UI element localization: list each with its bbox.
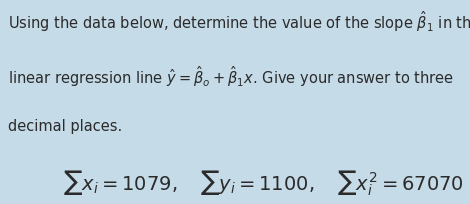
Text: decimal places.: decimal places. [8,119,123,134]
Text: $\sum x_i = 1079, \quad \sum y_i = 1100, \quad \sum x_i^2 = 67070$: $\sum x_i = 1079, \quad \sum y_i = 1100,… [63,168,463,198]
Text: Using the data below, determine the value of the slope $\hat{\beta}_1$ in the: Using the data below, determine the valu… [8,9,470,34]
Text: linear regression line $\hat{y} = \hat{\beta}_o + \hat{\beta}_1 x$. Give your an: linear regression line $\hat{y} = \hat{\… [8,64,454,89]
